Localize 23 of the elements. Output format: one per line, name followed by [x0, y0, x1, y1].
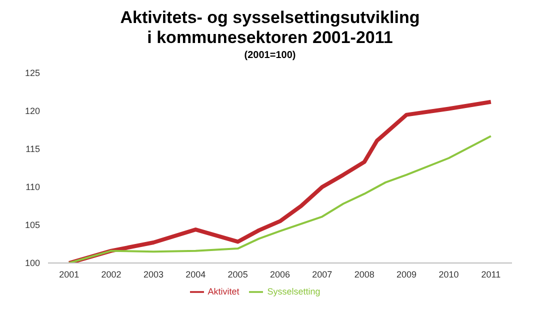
- x-tick-label: 2001: [59, 269, 80, 280]
- line-series: [68, 135, 492, 263]
- x-tick-label: 2005: [228, 269, 248, 280]
- x-tick-label: 2004: [186, 269, 206, 280]
- chart-title: Aktivitets- og sysselsettingsutvikling i kommunesektoren 2001-2011: [120, 8, 420, 48]
- x-tick-label: 2008: [354, 269, 374, 280]
- legend-label: Sysselsetting: [267, 286, 320, 296]
- y-tick-label: 110: [26, 182, 40, 192]
- y-tick-label: 120: [24, 106, 40, 116]
- x-tick-label: 2009: [396, 269, 417, 280]
- legend-label: Aktivitet: [208, 286, 240, 296]
- y-tick-label: 100: [24, 258, 40, 268]
- x-tick-label: 2010: [438, 269, 459, 280]
- x-tick-label: 2011: [481, 269, 501, 280]
- x-tick-label: 2006: [270, 269, 290, 280]
- chart-subtitle: (2001=100): [243, 50, 297, 61]
- line-series: [67, 100, 493, 263]
- x-tick-label: 2003: [143, 269, 164, 280]
- y-tick-label: 105: [24, 220, 40, 230]
- x-tick-label: 2002: [101, 269, 122, 280]
- y-tick-label: 115: [26, 144, 40, 154]
- x-tick-label: 2007: [312, 269, 332, 280]
- y-tick-label: 125: [24, 68, 40, 78]
